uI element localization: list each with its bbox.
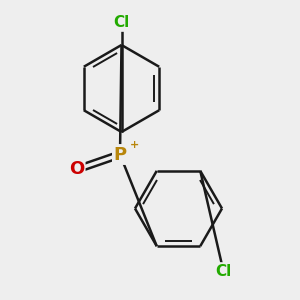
Text: O: O	[69, 160, 84, 178]
Text: Cl: Cl	[215, 264, 232, 279]
Text: Cl: Cl	[113, 15, 130, 30]
Text: +: +	[130, 140, 139, 150]
Text: P: P	[113, 146, 127, 164]
